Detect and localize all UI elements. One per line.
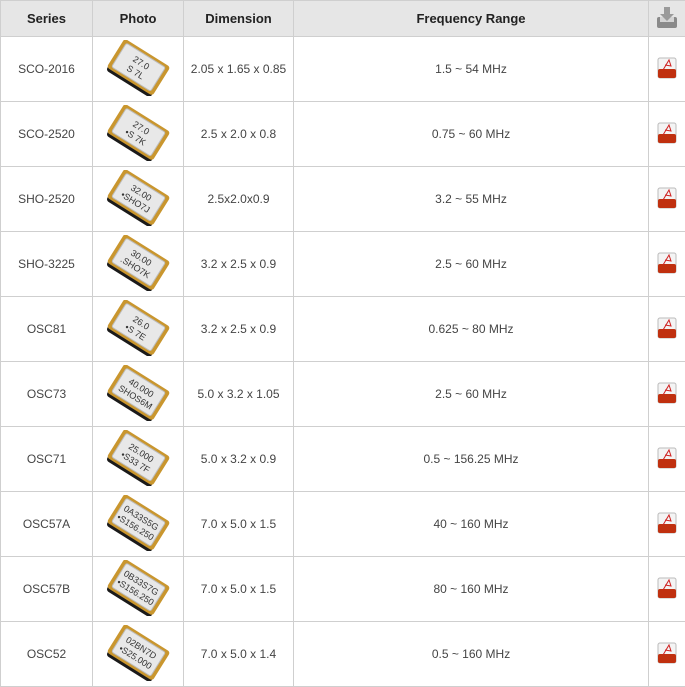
datasheet-cell — [648, 491, 685, 557]
frequency-cell: 2.5 ~ 60 MHz — [293, 361, 649, 427]
table-header-row: Series Photo Dimension Frequency Range — [0, 0, 685, 37]
dimension-cell: 2.5x2.0x0.9 — [183, 166, 294, 232]
series-cell: SHO-3225 — [0, 231, 93, 297]
datasheet-cell — [648, 426, 685, 492]
dimension-cell: 3.2 x 2.5 x 0.9 — [183, 296, 294, 362]
series-cell: OSC57B — [0, 556, 93, 622]
table-row: SHO-2520 32.00 •SHO7J 2.5x2.0x0.9 3.2 ~ … — [0, 166, 685, 232]
product-photo: 0A33S5G •S156.250 — [107, 494, 170, 552]
frequency-cell: 1.5 ~ 54 MHz — [293, 36, 649, 102]
frequency-cell: 0.75 ~ 60 MHz — [293, 101, 649, 167]
datasheet-cell — [648, 361, 685, 427]
pdf-icon[interactable] — [657, 57, 677, 79]
series-cell: OSC73 — [0, 361, 93, 427]
datasheet-cell — [648, 296, 685, 362]
product-photo: 0B33S7G •S156.250 — [107, 559, 170, 617]
product-photo: 25.000 •S33 7F — [107, 429, 170, 487]
table-row: OSC52 02BN7D •S25.000 7.0 x 5.0 x 1.4 0.… — [0, 621, 685, 687]
product-photo: 40.000 SHOS6M — [107, 364, 170, 422]
header-download — [648, 0, 685, 37]
header-dimension: Dimension — [183, 0, 294, 37]
product-photo: 30.00 .SHO7K — [107, 234, 170, 292]
frequency-cell: 0.5 ~ 160 MHz — [293, 621, 649, 687]
series-cell: OSC57A — [0, 491, 93, 557]
photo-cell: 27.0 •S 7K — [92, 101, 184, 167]
dimension-cell: 7.0 x 5.0 x 1.5 — [183, 556, 294, 622]
pdf-icon[interactable] — [657, 187, 677, 209]
photo-cell: 32.00 •SHO7J — [92, 166, 184, 232]
header-photo: Photo — [92, 0, 184, 37]
series-cell: SCO-2016 — [0, 36, 93, 102]
pdf-icon[interactable] — [657, 122, 677, 144]
series-cell: OSC71 — [0, 426, 93, 492]
datasheet-cell — [648, 166, 685, 232]
datasheet-cell — [648, 231, 685, 297]
table-row: OSC57B 0B33S7G •S156.250 7.0 x 5.0 x 1.5… — [0, 556, 685, 622]
pdf-icon[interactable] — [657, 512, 677, 534]
dimension-cell: 3.2 x 2.5 x 0.9 — [183, 231, 294, 297]
table-row: OSC57A 0A33S5G •S156.250 7.0 x 5.0 x 1.5… — [0, 491, 685, 557]
photo-cell: 40.000 SHOS6M — [92, 361, 184, 427]
frequency-cell: 0.5 ~ 156.25 MHz — [293, 426, 649, 492]
product-photo: 27.0 •S 7K — [107, 104, 170, 162]
datasheet-cell — [648, 36, 685, 102]
series-cell: OSC81 — [0, 296, 93, 362]
table-row: SHO-3225 30.00 .SHO7K 3.2 x 2.5 x 0.9 2.… — [0, 231, 685, 297]
pdf-icon[interactable] — [657, 252, 677, 274]
photo-cell: 27.0 S 7L — [92, 36, 184, 102]
pdf-icon[interactable] — [657, 642, 677, 664]
pdf-icon[interactable] — [657, 317, 677, 339]
photo-cell: 02BN7D •S25.000 — [92, 621, 184, 687]
pdf-icon[interactable] — [657, 577, 677, 599]
table-row: OSC71 25.000 •S33 7F 5.0 x 3.2 x 0.9 0.5… — [0, 426, 685, 492]
datasheet-cell — [648, 556, 685, 622]
dimension-cell: 5.0 x 3.2 x 1.05 — [183, 361, 294, 427]
header-series: Series — [0, 0, 93, 37]
dimension-cell: 7.0 x 5.0 x 1.5 — [183, 491, 294, 557]
photo-cell: 0B33S7G •S156.250 — [92, 556, 184, 622]
dimension-cell: 2.5 x 2.0 x 0.8 — [183, 101, 294, 167]
photo-cell: 25.000 •S33 7F — [92, 426, 184, 492]
pdf-icon[interactable] — [657, 382, 677, 404]
series-cell: OSC52 — [0, 621, 93, 687]
product-photo: 32.00 •SHO7J — [107, 169, 170, 227]
header-frequency: Frequency Range — [293, 0, 649, 37]
series-cell: SHO-2520 — [0, 166, 93, 232]
datasheet-cell — [648, 621, 685, 687]
dimension-cell: 5.0 x 3.2 x 0.9 — [183, 426, 294, 492]
frequency-cell: 2.5 ~ 60 MHz — [293, 231, 649, 297]
table-row: SCO-2520 27.0 •S 7K 2.5 x 2.0 x 0.8 0.75… — [0, 101, 685, 167]
pdf-icon[interactable] — [657, 447, 677, 469]
product-photo: 27.0 S 7L — [107, 39, 170, 97]
dimension-cell: 7.0 x 5.0 x 1.4 — [183, 621, 294, 687]
table-row: SCO-2016 27.0 S 7L 2.05 x 1.65 x 0.85 1.… — [0, 36, 685, 102]
frequency-cell: 80 ~ 160 MHz — [293, 556, 649, 622]
download-tray-icon[interactable] — [656, 5, 678, 29]
frequency-cell: 3.2 ~ 55 MHz — [293, 166, 649, 232]
product-photo: 02BN7D •S25.000 — [107, 624, 170, 682]
frequency-cell: 40 ~ 160 MHz — [293, 491, 649, 557]
photo-cell: 30.00 .SHO7K — [92, 231, 184, 297]
photo-cell: 26.0 •S 7E — [92, 296, 184, 362]
dimension-cell: 2.05 x 1.65 x 0.85 — [183, 36, 294, 102]
table-row: OSC73 40.000 SHOS6M 5.0 x 3.2 x 1.05 2.5… — [0, 361, 685, 427]
table-row: OSC81 26.0 •S 7E 3.2 x 2.5 x 0.9 0.625 ~… — [0, 296, 685, 362]
product-photo: 26.0 •S 7E — [107, 299, 170, 357]
datasheet-cell — [648, 101, 685, 167]
frequency-cell: 0.625 ~ 80 MHz — [293, 296, 649, 362]
series-cell: SCO-2520 — [0, 101, 93, 167]
photo-cell: 0A33S5G •S156.250 — [92, 491, 184, 557]
